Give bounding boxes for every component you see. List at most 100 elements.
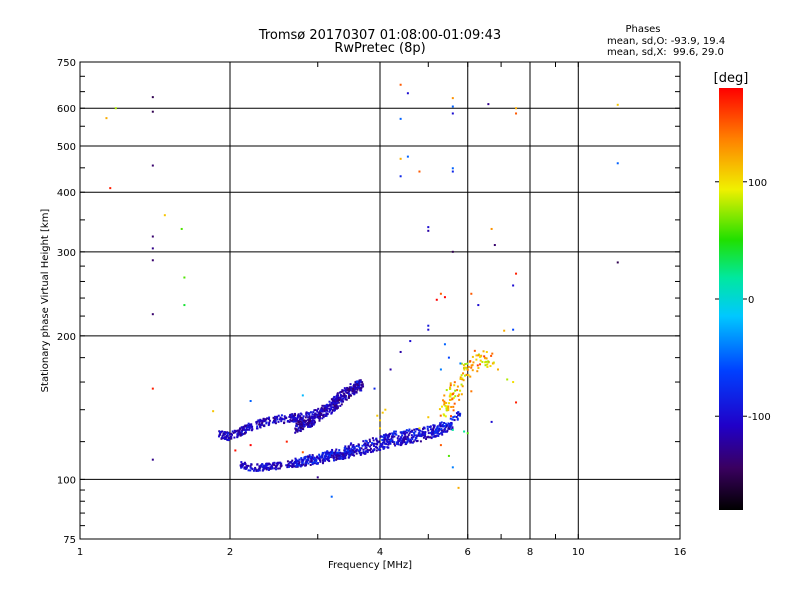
data-point [336, 399, 339, 402]
data-point [302, 423, 305, 426]
data-point [361, 385, 364, 388]
y-tick-label: 300 [57, 248, 76, 259]
data-point [457, 394, 460, 397]
data-point [444, 404, 447, 407]
data-point [304, 416, 307, 419]
data-point [268, 421, 271, 424]
data-point [308, 415, 311, 418]
data-point [439, 292, 442, 295]
data-point [244, 462, 247, 465]
data-point [312, 419, 315, 422]
data-point [365, 450, 368, 453]
data-point [295, 429, 298, 432]
data-point [312, 411, 315, 414]
data-point [412, 440, 415, 443]
data-point [313, 417, 316, 420]
data-point [290, 414, 293, 417]
data-point [227, 432, 230, 435]
data-point [105, 117, 108, 120]
grid [80, 62, 680, 539]
data-point [512, 284, 515, 287]
data-point [448, 398, 451, 401]
data-point [327, 455, 330, 458]
data-point [382, 436, 385, 439]
data-point [418, 432, 421, 435]
data-point [444, 430, 447, 433]
data-point [401, 441, 404, 444]
data-point [276, 464, 279, 467]
data-point [387, 438, 390, 441]
data-point [367, 441, 370, 444]
data-point [436, 432, 439, 435]
data-point [292, 414, 295, 417]
data-point [301, 451, 304, 454]
data-point [334, 399, 337, 402]
data-point [430, 432, 433, 435]
data-point [249, 444, 252, 447]
data-point [274, 415, 277, 418]
data-point [451, 428, 454, 431]
data-point [391, 432, 394, 435]
data-point [330, 403, 333, 406]
data-point [249, 423, 252, 426]
data-point [349, 394, 352, 397]
data-point [443, 421, 446, 424]
data-point [332, 397, 335, 400]
data-point [347, 445, 350, 448]
data-point [346, 451, 349, 454]
data-point [447, 356, 450, 359]
data-point [294, 457, 297, 460]
data-point [616, 103, 619, 106]
data-point [397, 440, 400, 443]
data-point [349, 383, 352, 386]
data-point [466, 362, 469, 365]
data-point [333, 395, 336, 398]
data-point [333, 453, 336, 456]
data-point [321, 410, 324, 413]
data-point [512, 381, 515, 384]
data-point [372, 442, 375, 445]
data-point [180, 227, 183, 230]
data-point [241, 463, 244, 466]
data-point [492, 362, 495, 365]
data-point [403, 433, 406, 436]
data-point [450, 428, 453, 431]
data-point [330, 401, 333, 404]
data-point [366, 448, 369, 451]
data-point [397, 435, 400, 438]
data-point [268, 422, 271, 425]
data-point [241, 426, 244, 429]
data-point [267, 466, 270, 469]
info-line-o: mean, sd,O: -93.9, 19.4 [607, 36, 725, 47]
data-point [226, 438, 229, 441]
data-point [445, 425, 448, 428]
data-point [304, 464, 307, 467]
data-point [114, 107, 117, 110]
data-point [372, 444, 375, 447]
data-point [445, 409, 448, 412]
data-point [334, 407, 337, 410]
data-point [515, 107, 518, 110]
data-point [359, 380, 362, 383]
data-point [493, 244, 496, 247]
data-point [303, 456, 306, 459]
data-point [377, 448, 380, 451]
plot-frame [79, 61, 681, 540]
data-point [437, 429, 440, 432]
data-point [460, 362, 463, 365]
data-point [292, 417, 295, 420]
data-point [450, 423, 453, 426]
data-point [431, 428, 434, 431]
data-point [382, 438, 385, 441]
data-point [337, 396, 340, 399]
data-point [267, 424, 270, 427]
data-point [226, 433, 229, 436]
data-point [503, 329, 506, 332]
data-point [272, 419, 275, 422]
data-point [515, 272, 518, 275]
data-point [344, 394, 347, 397]
data-point [467, 365, 470, 368]
data-point [269, 463, 272, 466]
data-point [298, 461, 301, 464]
data-point [243, 425, 246, 428]
